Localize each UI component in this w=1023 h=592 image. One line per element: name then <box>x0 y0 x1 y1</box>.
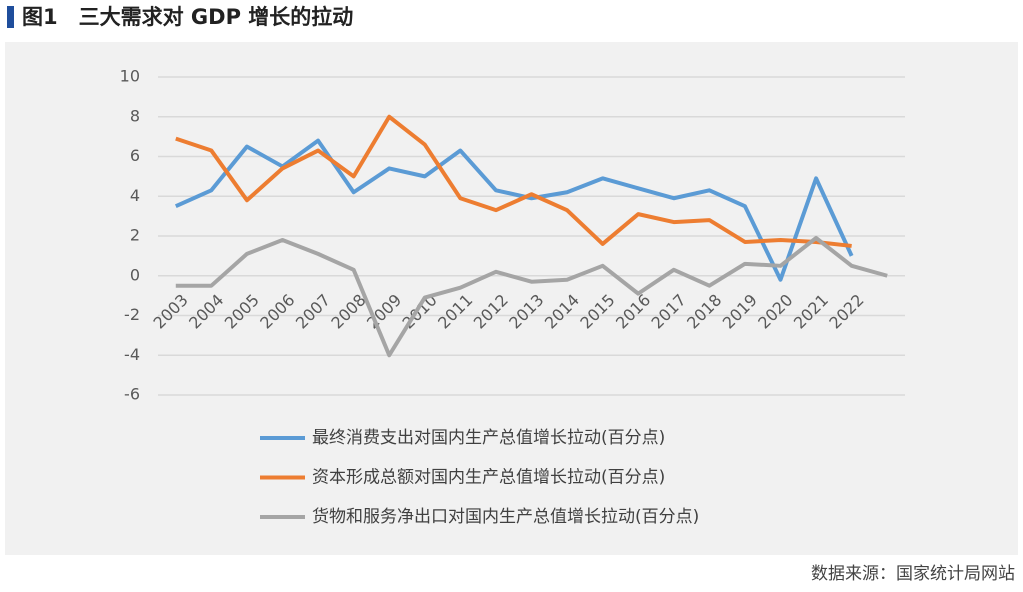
y-tick-label: 6 <box>130 146 140 165</box>
y-tick-label: 0 <box>130 265 140 284</box>
y-tick-label: 10 <box>120 67 140 86</box>
source-note: 数据来源：国家统计局网站 <box>811 564 1015 584</box>
y-tick-label: 4 <box>130 186 140 205</box>
y-tick-label: -6 <box>124 385 140 404</box>
data-line <box>175 235 888 358</box>
y-tick-label: -4 <box>124 345 140 364</box>
y-tick-label: -2 <box>124 305 140 324</box>
legend-label: 货物和服务净出口对国内生产总值增长拉动(百分点) <box>312 507 699 527</box>
legend-label: 最终消费支出对国内生产总值增长拉动(百分点) <box>312 428 665 448</box>
y-tick-label: 8 <box>130 106 140 125</box>
data-line <box>174 138 854 282</box>
plot-panel <box>5 42 1018 555</box>
data-line <box>175 114 852 248</box>
chart-title: 图1 三大需求对 GDP 增长的拉动 <box>22 5 353 29</box>
title-marker <box>7 6 14 28</box>
y-tick-label: 2 <box>130 226 140 245</box>
legend-label: 资本形成总额对国内生产总值增长拉动(百分点) <box>312 468 665 488</box>
